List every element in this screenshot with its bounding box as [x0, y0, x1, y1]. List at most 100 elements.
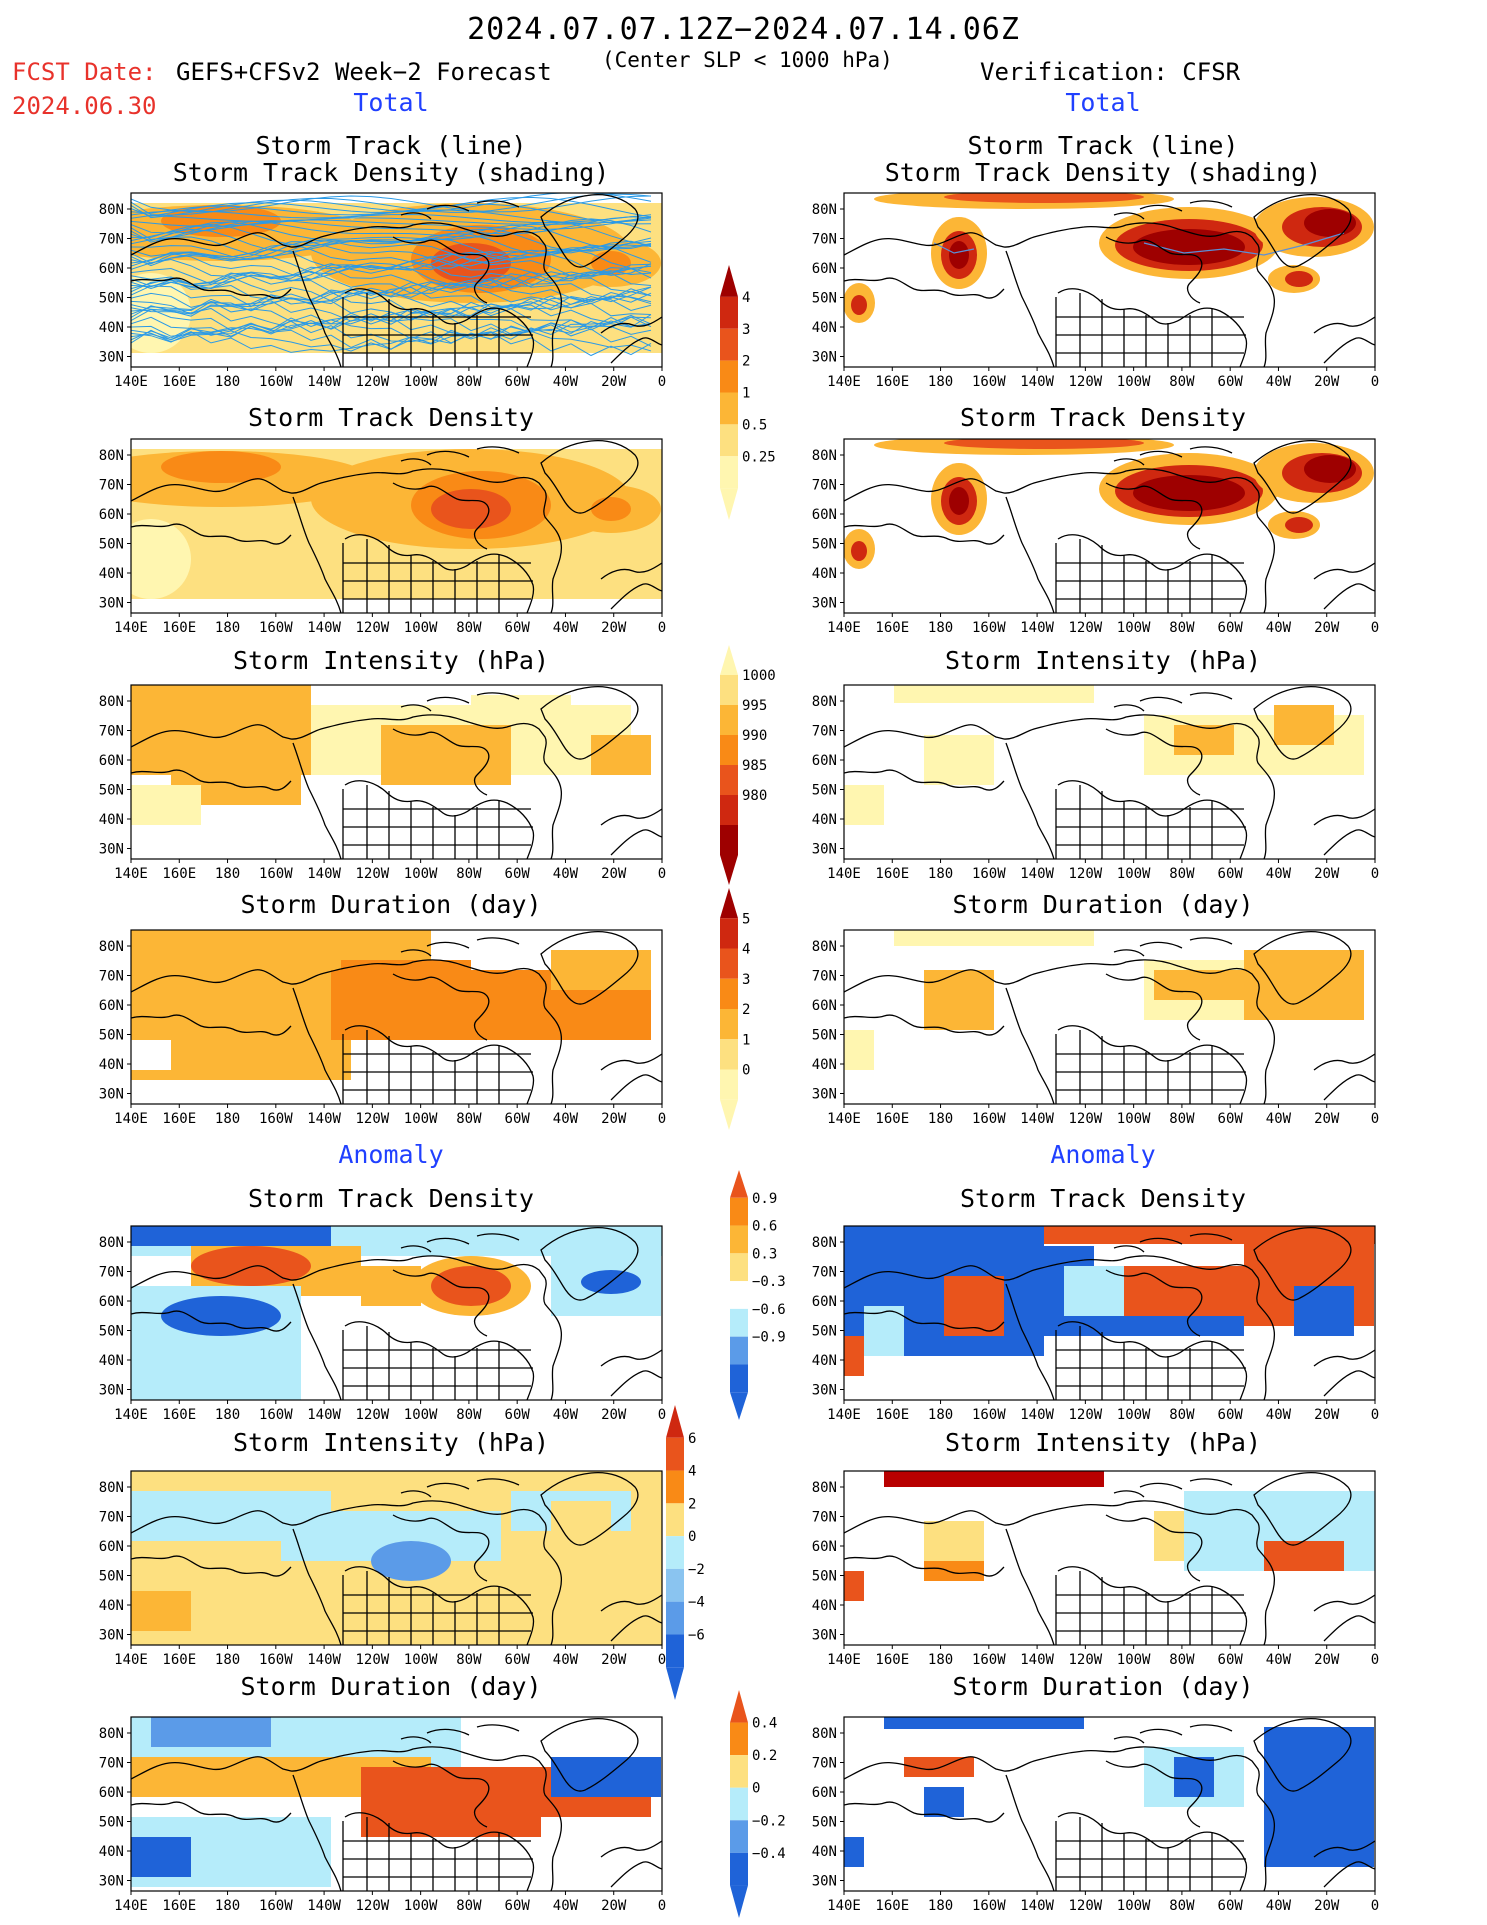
- lon-tick-label: 140E: [827, 1407, 861, 1423]
- lat-tick-label: 30N: [99, 842, 124, 858]
- lon-tick-label: 180: [928, 866, 953, 882]
- lat-tick-label: 30N: [812, 1087, 837, 1103]
- lon-tick-label: 60W: [505, 866, 531, 882]
- colorbar-label: 1000: [742, 668, 776, 684]
- lon-tick-label: 140W: [307, 1407, 341, 1423]
- lat-tick-label: 50N: [99, 783, 124, 799]
- lon-tick-label: 140E: [827, 1652, 861, 1668]
- lat-tick-label: 70N: [99, 1265, 124, 1281]
- lat-tick-label: 80N: [99, 448, 124, 464]
- lon-tick-label: 80W: [456, 1407, 482, 1423]
- map-panel-r0-c0: 80N 70N 60N 50N 40N 30N 140E 160E 180 160W 140W 120…: [99, 192, 666, 390]
- lat-tick-label: 40N: [812, 1057, 837, 1073]
- map-panel-r1-c0: 80N 70N 60N 50N 40N 30N 140E 160E 180 160W 140W 120…: [99, 438, 666, 636]
- title-track-shading-right: Storm Track Density (shading): [884, 158, 1322, 187]
- lat-tick-label: 50N: [812, 1028, 837, 1044]
- lon-tick-label: 180: [215, 374, 240, 390]
- lon-tick-label: 40W: [553, 1111, 579, 1127]
- colorbar-label: 990: [742, 728, 767, 744]
- colorbar-label: 985: [742, 758, 767, 774]
- lat-tick-label: 40N: [812, 1844, 837, 1860]
- lon-tick-label: 20W: [601, 1652, 627, 1668]
- lon-tick-label: 20W: [601, 374, 627, 390]
- lon-tick-label: 140W: [1020, 866, 1054, 882]
- lat-tick-label: 30N: [812, 350, 837, 366]
- lon-tick-label: 100W: [404, 1652, 438, 1668]
- colorbar-label: 2: [742, 354, 750, 370]
- lat-tick-label: 60N: [99, 753, 124, 769]
- lon-tick-label: 100W: [404, 620, 438, 636]
- colorbar-label: −4: [688, 1595, 705, 1611]
- lon-tick-label: 140W: [307, 866, 341, 882]
- lon-tick-label: 80W: [1169, 620, 1195, 636]
- colorbar-duration: 5 4 3 2 1 0: [720, 888, 750, 1130]
- lon-tick-label: 160W: [259, 620, 293, 636]
- lon-tick-label: 180: [928, 374, 953, 390]
- lat-tick-label: 40N: [812, 566, 837, 582]
- lat-tick-label: 70N: [99, 969, 124, 985]
- lon-tick-label: 160W: [259, 866, 293, 882]
- lon-tick-label: 140E: [827, 620, 861, 636]
- lon-tick-label: 80W: [456, 374, 482, 390]
- title-duration-right: Storm Duration (day): [952, 890, 1254, 919]
- lon-tick-label: 60W: [1218, 1407, 1244, 1423]
- lat-tick-label: 40N: [812, 1598, 837, 1614]
- lat-tick-label: 50N: [812, 1815, 837, 1831]
- lon-tick-label: 100W: [404, 1898, 438, 1914]
- lon-tick-label: 0: [658, 866, 666, 882]
- lat-tick-label: 60N: [99, 507, 124, 523]
- lat-tick-label: 70N: [812, 232, 837, 248]
- title-intensity-left: Storm Intensity (hPa): [232, 646, 550, 675]
- lon-tick-label: 120W: [1069, 1898, 1103, 1914]
- colorbar-label: 2: [742, 1002, 750, 1018]
- lat-tick-label: 80N: [812, 1235, 837, 1251]
- lon-tick-label: 80W: [456, 866, 482, 882]
- lon-tick-label: 160E: [162, 1407, 196, 1423]
- lon-tick-label: 180: [928, 1652, 953, 1668]
- lon-tick-label: 80W: [1169, 374, 1195, 390]
- lat-tick-label: 80N: [99, 1235, 124, 1251]
- lon-tick-label: 60W: [505, 374, 531, 390]
- lat-tick-label: 40N: [99, 566, 124, 582]
- lon-tick-label: 120W: [1069, 374, 1103, 390]
- lat-tick-label: 30N: [812, 1874, 837, 1890]
- lon-tick-label: 40W: [1266, 1407, 1292, 1423]
- forecast-name: GEFS+CFSv2 Week−2 Forecast: [176, 58, 552, 86]
- lon-tick-label: 20W: [601, 1898, 627, 1914]
- lon-tick-label: 140E: [114, 1407, 148, 1423]
- colorbar-label: 0: [752, 1781, 760, 1797]
- lat-tick-label: 80N: [812, 1726, 837, 1742]
- lon-tick-label: 20W: [601, 1111, 627, 1127]
- colorbar-label: −0.6: [752, 1302, 786, 1318]
- lat-tick-label: 80N: [99, 939, 124, 955]
- lon-tick-label: 160W: [972, 374, 1006, 390]
- lon-tick-label: 160W: [259, 1898, 293, 1914]
- lat-tick-label: 50N: [812, 537, 837, 553]
- lat-tick-label: 30N: [99, 1628, 124, 1644]
- lon-tick-label: 80W: [1169, 1407, 1195, 1423]
- lat-tick-label: 40N: [99, 1353, 124, 1369]
- lon-tick-label: 60W: [1218, 374, 1244, 390]
- lon-tick-label: 0: [1371, 866, 1379, 882]
- title-track-line-right: Storm Track (line): [967, 131, 1239, 160]
- lat-tick-label: 50N: [99, 1815, 124, 1831]
- lon-tick-label: 40W: [553, 866, 579, 882]
- lon-tick-label: 120W: [356, 1407, 390, 1423]
- lon-tick-label: 100W: [404, 866, 438, 882]
- lon-tick-label: 40W: [553, 620, 579, 636]
- lat-tick-label: 70N: [99, 478, 124, 494]
- lon-tick-label: 180: [215, 866, 240, 882]
- lat-tick-label: 40N: [812, 812, 837, 828]
- colorbar-anom-duration: 0.4 0.2 0 −0.2 −0.4: [730, 1690, 786, 1918]
- lon-tick-label: 140E: [114, 1111, 148, 1127]
- lon-tick-label: 60W: [505, 620, 531, 636]
- lon-tick-label: 160W: [259, 1652, 293, 1668]
- lon-tick-label: 20W: [1314, 1898, 1340, 1914]
- lon-tick-label: 20W: [601, 866, 627, 882]
- lon-tick-label: 80W: [1169, 1111, 1195, 1127]
- title-track-shading-left: Storm Track Density (shading): [172, 158, 610, 187]
- lat-tick-label: 80N: [99, 1480, 124, 1496]
- lat-tick-label: 50N: [812, 291, 837, 307]
- colorbar-label: 3: [742, 972, 750, 988]
- lon-tick-label: 100W: [1117, 1111, 1151, 1127]
